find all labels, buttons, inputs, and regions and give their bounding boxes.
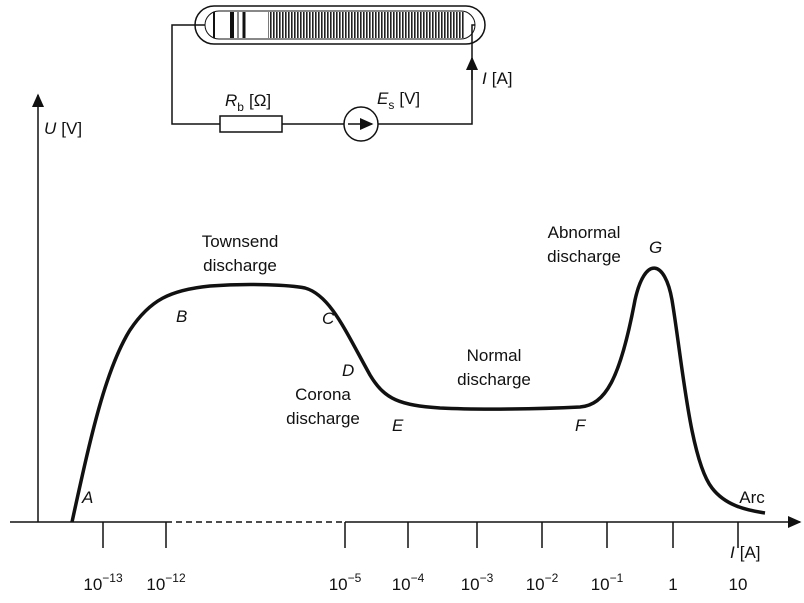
- tick-base: 10: [83, 575, 102, 594]
- subscript: b: [237, 100, 244, 114]
- region-label: discharge: [547, 247, 621, 266]
- region-label: Corona: [295, 385, 351, 404]
- x-tick-label: 10−4: [392, 571, 425, 594]
- x-tick-label: 10−2: [526, 571, 559, 594]
- x-tick-label: 10−12: [146, 571, 186, 594]
- point-label: F: [575, 416, 587, 435]
- tick-exponent: −13: [102, 571, 123, 585]
- labels: Rb [Ω] Es [V]I [A]U [V]I [A]10−13 10−12 10−5 10−4…: [44, 69, 765, 594]
- subscript: s: [388, 98, 394, 112]
- resistor-label: Rb [Ω]: [225, 91, 271, 114]
- x-tick-label: 10−1: [591, 571, 624, 594]
- region-label: discharge: [286, 409, 360, 428]
- symbol: R: [225, 91, 237, 110]
- current-label: I [A]: [482, 69, 513, 88]
- unit: [V]: [61, 119, 82, 138]
- x-tick-label: 10−5: [329, 571, 362, 594]
- x-tick-label: 1: [668, 575, 677, 594]
- tick-base: 10: [461, 575, 480, 594]
- symbol: I: [482, 69, 487, 88]
- tick-exponent: −12: [165, 571, 186, 585]
- tick-exponent: −5: [348, 571, 362, 585]
- wires: [171, 24, 475, 125]
- tick-exponent: −3: [480, 571, 494, 585]
- source: [343, 106, 379, 142]
- region-label: discharge: [457, 370, 531, 389]
- point-label: D: [342, 361, 354, 380]
- x-axis-label: I [A]: [730, 543, 761, 562]
- region-label: Arc: [739, 488, 765, 507]
- tick-base: 10: [591, 575, 610, 594]
- tick-exponent: −1: [610, 571, 624, 585]
- tick-base: 10: [392, 575, 411, 594]
- point-label: G: [649, 238, 662, 257]
- unit: [Ω]: [249, 91, 271, 110]
- tick-base: 10: [729, 575, 748, 594]
- tick-exponent: −4: [411, 571, 425, 585]
- symbol: I: [730, 543, 735, 562]
- tube-glow: [213, 12, 246, 38]
- region-label: discharge: [203, 256, 277, 275]
- tick-exponent: −2: [545, 571, 559, 585]
- resistor: [219, 115, 283, 133]
- y-axis-label: U [V]: [44, 119, 82, 138]
- characteristic-curve: [70, 266, 766, 523]
- unit: [A]: [740, 543, 761, 562]
- point-label: C: [322, 309, 335, 328]
- unit: [A]: [492, 69, 513, 88]
- circuit: [171, 5, 486, 142]
- x-tick-label: 10−13: [83, 571, 123, 594]
- region-label: Abnormal: [548, 223, 621, 242]
- tick-base: 1: [668, 575, 677, 594]
- source-label: Es [V]: [377, 89, 420, 112]
- tube-column: [268, 12, 464, 38]
- axes: [10, 93, 802, 528]
- point-label: B: [176, 307, 187, 326]
- tick-base: 10: [526, 575, 545, 594]
- point-label: E: [392, 416, 404, 435]
- tick-base: 10: [146, 575, 165, 594]
- tick-base: 10: [329, 575, 348, 594]
- region-label: Normal: [467, 346, 522, 365]
- unit: [V]: [399, 89, 420, 108]
- x-tick-label: 10: [729, 575, 748, 594]
- x-tick-label: 10−3: [461, 571, 494, 594]
- symbol: U: [44, 119, 57, 138]
- symbol: E: [377, 89, 389, 108]
- region-label: Townsend: [202, 232, 279, 251]
- point-label: A: [81, 488, 93, 507]
